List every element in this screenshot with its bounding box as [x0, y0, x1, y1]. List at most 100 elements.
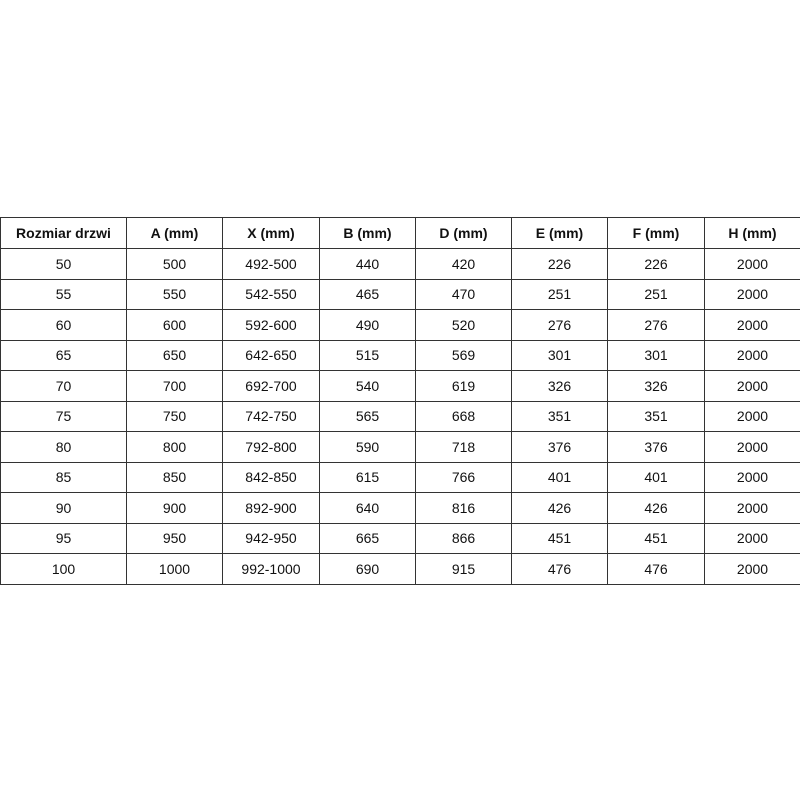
table-cell: 2000: [704, 339, 800, 371]
table-cell: 351: [607, 400, 705, 432]
table-cell: 226: [607, 248, 705, 280]
table-cell: 690: [319, 553, 416, 585]
table-cell: 276: [511, 309, 608, 341]
table-cell: 490: [319, 309, 416, 341]
table-cell: 692-700: [222, 370, 320, 402]
table-cell: 540: [319, 370, 416, 402]
table-cell: 665: [319, 522, 416, 554]
table-cell: 792-800: [222, 431, 320, 463]
table-cell: 251: [511, 278, 608, 310]
table-cell: 451: [511, 522, 608, 554]
table-cell: 226: [511, 248, 608, 280]
table-cell: 550: [126, 278, 223, 310]
table-cell: 2000: [704, 370, 800, 402]
table-cell: 420: [415, 248, 512, 280]
table-cell: 65: [0, 339, 127, 371]
table-cell: 500: [126, 248, 223, 280]
table-cell: 55: [0, 278, 127, 310]
table-cell: 842-850: [222, 461, 320, 493]
table-cell: 642-650: [222, 339, 320, 371]
table-cell: 592-600: [222, 309, 320, 341]
table-cell: 668: [415, 400, 512, 432]
table-row: 50 500 492-500 440 420 226 226 2000: [0, 248, 800, 280]
table-cell: 376: [511, 431, 608, 463]
table-cell: 542-550: [222, 278, 320, 310]
table-cell: 301: [511, 339, 608, 371]
column-header: A (mm): [126, 217, 223, 249]
table-cell: 476: [511, 553, 608, 585]
table-cell: 1000: [126, 553, 223, 585]
column-header: D (mm): [415, 217, 512, 249]
table-cell: 569: [415, 339, 512, 371]
table-cell: 326: [607, 370, 705, 402]
table-row: 85 850 842-850 615 766 401 401 2000: [0, 461, 800, 493]
table-cell: 351: [511, 400, 608, 432]
table-cell: 426: [511, 492, 608, 524]
table-cell: 2000: [704, 278, 800, 310]
table-cell: 451: [607, 522, 705, 554]
table-cell: 600: [126, 309, 223, 341]
table-cell: 85: [0, 461, 127, 493]
table-cell: 440: [319, 248, 416, 280]
table-cell: 476: [607, 553, 705, 585]
column-header: X (mm): [222, 217, 320, 249]
table-cell: 565: [319, 400, 416, 432]
table-cell: 816: [415, 492, 512, 524]
table-cell: 619: [415, 370, 512, 402]
table-cell: 590: [319, 431, 416, 463]
table-cell: 251: [607, 278, 705, 310]
table-cell: 992-1000: [222, 553, 320, 585]
table-cell: 520: [415, 309, 512, 341]
table-cell: 276: [607, 309, 705, 341]
table-cell: 80: [0, 431, 127, 463]
table-cell: 700: [126, 370, 223, 402]
table-cell: 750: [126, 400, 223, 432]
table-cell: 866: [415, 522, 512, 554]
table-cell: 2000: [704, 492, 800, 524]
table-cell: 515: [319, 339, 416, 371]
table-cell: 100: [0, 553, 127, 585]
table-cell: 742-750: [222, 400, 320, 432]
table-cell: 376: [607, 431, 705, 463]
table-cell: 75: [0, 400, 127, 432]
table-row: 95 950 942-950 665 866 451 451 2000: [0, 522, 800, 554]
table-cell: 465: [319, 278, 416, 310]
table-cell: 50: [0, 248, 127, 280]
table-cell: 60: [0, 309, 127, 341]
table-cell: 90: [0, 492, 127, 524]
column-header: Rozmiar drzwi: [0, 217, 127, 249]
column-header: E (mm): [511, 217, 608, 249]
column-header: F (mm): [607, 217, 705, 249]
table-cell: 95: [0, 522, 127, 554]
table-row: 80 800 792-800 590 718 376 376 2000: [0, 431, 800, 463]
table-cell: 942-950: [222, 522, 320, 554]
table-cell: 800: [126, 431, 223, 463]
table-cell: 718: [415, 431, 512, 463]
table-cell: 401: [607, 461, 705, 493]
table-row: 70 700 692-700 540 619 326 326 2000: [0, 370, 800, 402]
table-cell: 640: [319, 492, 416, 524]
table-cell: 70: [0, 370, 127, 402]
table-cell: 470: [415, 278, 512, 310]
table-cell: 900: [126, 492, 223, 524]
table-cell: 650: [126, 339, 223, 371]
table-cell: 850: [126, 461, 223, 493]
table-row: 75 750 742-750 565 668 351 351 2000: [0, 400, 800, 432]
table-cell: 2000: [704, 248, 800, 280]
table-cell: 426: [607, 492, 705, 524]
table-row: 55 550 542-550 465 470 251 251 2000: [0, 278, 800, 310]
table-cell: 915: [415, 553, 512, 585]
table-cell: 301: [607, 339, 705, 371]
table-row: 90 900 892-900 640 816 426 426 2000: [0, 492, 800, 524]
table-cell: 2000: [704, 461, 800, 493]
table-cell: 892-900: [222, 492, 320, 524]
table-cell: 766: [415, 461, 512, 493]
table-cell: 2000: [704, 400, 800, 432]
table-row: 100 1000 992-1000 690 915 476 476 2000: [0, 553, 800, 585]
table-cell: 2000: [704, 522, 800, 554]
header-row: Rozmiar drzwi A (mm) X (mm) B (mm) D (mm) E (…: [0, 217, 800, 249]
table-cell: 2000: [704, 309, 800, 341]
table-cell: 2000: [704, 431, 800, 463]
table-cell: 492-500: [222, 248, 320, 280]
table-cell: 2000: [704, 553, 800, 585]
